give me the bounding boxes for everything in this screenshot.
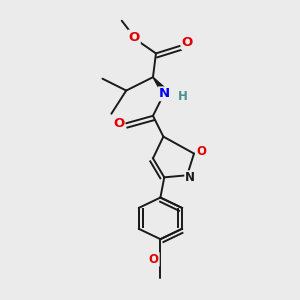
Text: O: O bbox=[149, 253, 159, 266]
Polygon shape bbox=[153, 77, 167, 94]
Text: H: H bbox=[178, 90, 188, 103]
Text: O: O bbox=[113, 117, 124, 130]
Text: O: O bbox=[182, 36, 193, 49]
Text: N: N bbox=[159, 87, 170, 100]
Text: O: O bbox=[129, 31, 140, 44]
Text: N: N bbox=[185, 171, 195, 184]
Text: O: O bbox=[196, 145, 206, 158]
